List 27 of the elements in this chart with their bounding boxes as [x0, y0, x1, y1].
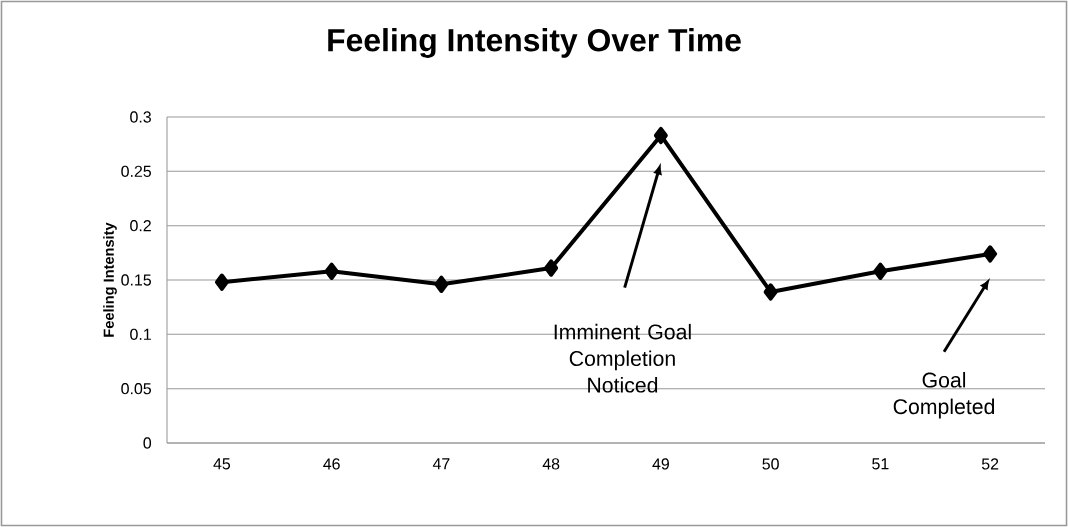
y-tick-label: 0: [143, 437, 152, 449]
x-tick-label: 51: [872, 458, 889, 470]
point: [434, 275, 449, 293]
x-tick-label: 49: [652, 458, 669, 470]
annotation: Goal Completed: [893, 372, 995, 419]
y-tick-label: 0.05: [121, 383, 151, 395]
point: [873, 262, 888, 280]
point: [544, 259, 559, 277]
x-tick-label: 46: [323, 458, 340, 470]
x-tick-label: 48: [542, 458, 560, 470]
x-tick-label: 50: [762, 458, 779, 470]
x-tick-label: 45: [213, 458, 231, 470]
point: [214, 273, 229, 291]
y-tick-label: 0.2: [130, 220, 151, 232]
x-tick-label: 47: [432, 458, 450, 470]
point: [763, 283, 778, 301]
annotation: Imminent Goal Completion Noticed: [554, 323, 691, 393]
y-tick-label: 0.1: [130, 328, 151, 340]
y-axis-title: Feeling Intensity: [103, 222, 117, 337]
y-tick-label: 0.25: [121, 165, 151, 177]
y-tick-label: 0.3: [130, 111, 151, 123]
y-tick-label: 0.15: [121, 274, 151, 286]
chart-title: Feeling Intensity Over Time: [328, 28, 741, 58]
x-tick-label: 52: [981, 458, 999, 470]
point: [324, 262, 339, 280]
point: [653, 126, 668, 145]
point: [983, 245, 998, 263]
